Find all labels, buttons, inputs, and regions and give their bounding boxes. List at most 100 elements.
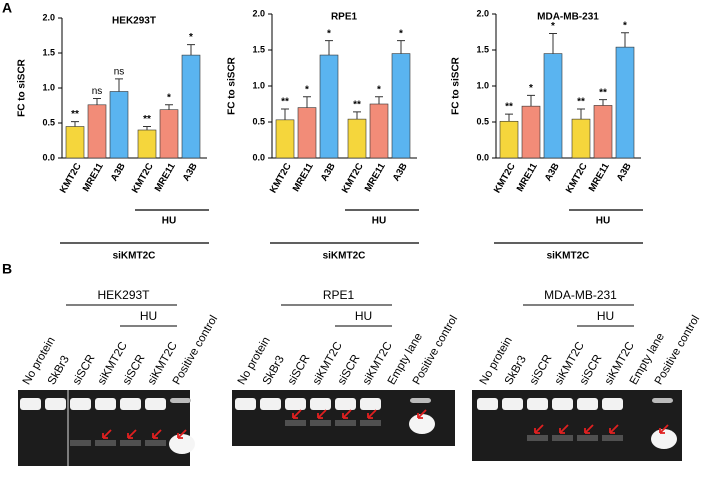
significance-label: ** [353,100,361,111]
error-bar [527,94,535,107]
lane-label: siSCR [71,353,98,387]
gel-band [45,398,66,410]
significance-label: ** [71,109,79,120]
y-tick-label: 0.0 [252,152,265,162]
error-bar [325,40,333,56]
lane-label: SkBr3 [503,354,529,387]
gel-band [577,435,598,441]
error-bar [303,96,311,108]
y-tick-label: 2.0 [476,8,489,18]
lane-label: SkBr3 [261,354,287,387]
chart-title: MDA-MB-231 [537,12,599,23]
gel-band [335,420,356,426]
gel-hu-label: HU [140,309,157,323]
hu-label: HU [596,216,610,227]
error-bar [397,40,405,54]
gel-band [235,398,256,410]
arrow [342,409,352,419]
y-axis-label: FC to siSCR [17,58,28,117]
y-tick-label: 0.5 [476,116,489,126]
error-bar [93,98,101,105]
arrow [152,429,162,439]
arrow [102,429,112,439]
y-tick-label: 1.0 [252,80,265,90]
group-label: siKMT2C [323,251,366,262]
x-tick-label: MRE11 [153,161,178,194]
y-tick-label: 0.5 [42,117,55,127]
y-axis-label: FC to siSCR [227,56,238,115]
gel-band [652,398,673,403]
significance-label: ** [143,114,151,125]
error-bar [375,96,383,104]
gel-band [95,440,116,446]
y-tick-label: 1.5 [476,44,489,54]
panel-label: A [2,0,12,16]
arrow [559,424,569,434]
y-tick-label: 1.5 [252,44,265,54]
panel-label: B [2,261,12,277]
gel-band [527,398,548,410]
chart-title: RPE1 [331,12,358,23]
lane-label: siSCR [336,353,363,387]
gel-hu-label: HU [597,309,614,323]
bar [87,104,107,159]
gel-band [360,398,381,410]
x-tick-label: A3B [181,161,200,183]
significance-label: * [399,28,403,39]
gel-band [602,435,623,441]
bar [319,54,339,159]
gel-band [310,398,331,410]
bar [391,53,411,159]
gel-band [70,440,91,446]
x-tick-label: A3B [615,161,634,183]
gel-band [20,398,41,410]
x-tick-label: KMT2C [340,161,366,195]
lane-label: siSCR [121,353,148,387]
y-tick-label: 1.0 [42,82,55,92]
gel-band [651,429,677,449]
error-bar [577,108,585,120]
bar [109,91,129,159]
error-bar [599,99,607,106]
significance-label: * [305,84,309,95]
gel-title: MDA-MB-231 [544,288,617,302]
gel-band [552,435,573,441]
bar [347,118,367,159]
gel-band [527,435,548,441]
bar [137,129,157,159]
gel-band [602,398,623,410]
bar [159,109,179,159]
arrow [292,409,302,419]
hu-label: HU [162,216,176,227]
gel-band [170,398,191,403]
lane-label: siSCR [578,353,605,387]
lane-label: siSCR [528,353,555,387]
x-tick-label: KMT2C [268,161,294,195]
significance-label: * [377,84,381,95]
bar [275,119,295,159]
significance-label: ** [505,102,513,113]
significance-label: ** [577,97,585,108]
gel-hu-label: HU [355,309,372,323]
gel-band [360,420,381,426]
y-tick-label: 1.0 [476,80,489,90]
significance-label: ** [599,87,607,98]
group-label: siKMT2C [547,251,590,262]
arrow [177,429,187,439]
y-axis-label: FC to siSCR [451,56,462,115]
group-label: siKMT2C [113,251,156,262]
bar [543,53,563,159]
bar [297,107,317,159]
arrow [367,409,377,419]
arrow [417,409,427,419]
significance-label: * [167,92,171,103]
error-bar [115,78,123,92]
chart-title: HEK293T [112,16,156,27]
bar [521,105,541,159]
gel-band [260,398,281,410]
lane-label: Positive control [653,313,702,387]
y-tick-label: 0.0 [476,152,489,162]
bar [499,120,519,159]
gel-band [169,434,195,454]
